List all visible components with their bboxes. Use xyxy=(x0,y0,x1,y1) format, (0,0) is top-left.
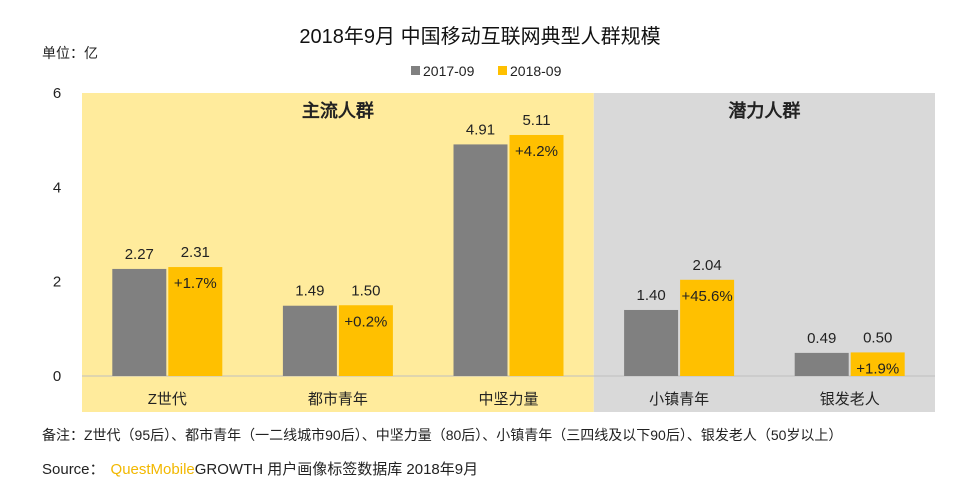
value-label-2-4: 2.04 xyxy=(692,257,721,274)
legend-label-1: 2017-09 xyxy=(423,63,475,79)
legend-swatch-2 xyxy=(498,66,507,75)
bar-2-2 xyxy=(338,305,393,376)
legend-label-2: 2018-09 xyxy=(510,63,562,79)
growth-label-1: +1.7% xyxy=(174,275,217,292)
y-tick-label-3: 4 xyxy=(53,179,61,196)
category-label-3: 中坚力量 xyxy=(478,391,538,408)
growth-label-3: +4.2% xyxy=(515,143,558,160)
bar-2-1 xyxy=(168,267,223,376)
source-rest: GROWTH 用户画像标签数据库 2018年9月 xyxy=(194,461,479,478)
bar-1-2 xyxy=(282,305,337,376)
bar-1-1 xyxy=(112,268,167,376)
value-label-2-1: 2.31 xyxy=(181,244,210,261)
group-label-1: 主流人群 xyxy=(302,100,374,121)
category-label-1: Z世代 xyxy=(148,391,187,408)
category-label-5: 银发老人 xyxy=(820,391,880,408)
footnote: 备注：Z世代（95后）、都市青年（一二线城市90后）、中坚力量（80后）、小镇青… xyxy=(42,427,843,443)
category-label-4: 小镇青年 xyxy=(649,391,709,408)
value-label-1-1: 2.27 xyxy=(125,246,154,263)
group-panel-1 xyxy=(82,93,594,412)
growth-label-2: +0.2% xyxy=(344,313,387,330)
y-tick-label-4: 6 xyxy=(53,85,61,102)
value-label-1-2: 1.49 xyxy=(295,283,324,300)
bar-2-4 xyxy=(680,279,735,376)
bar-1-3 xyxy=(453,144,508,376)
bar-2-5 xyxy=(850,352,905,376)
source-brand: QuestMobile xyxy=(110,461,195,478)
value-label-1-5: 0.49 xyxy=(807,330,836,347)
value-label-2-2: 1.50 xyxy=(351,282,380,299)
bar-1-5 xyxy=(794,352,849,376)
category-label-2: 都市青年 xyxy=(308,391,368,408)
value-label-2-3: 5.11 xyxy=(522,112,550,129)
growth-label-5: +1.9% xyxy=(856,360,899,377)
bar-1-4 xyxy=(624,309,679,376)
y-tick-label-2: 2 xyxy=(53,274,61,291)
legend-swatch-1 xyxy=(411,66,420,75)
chart-title: 2018年9月 中国移动互联网典型人群规模 xyxy=(299,25,660,48)
value-label-1-4: 1.40 xyxy=(636,287,665,304)
y-tick-label-1: 0 xyxy=(53,368,61,385)
value-label-2-5: 0.50 xyxy=(863,329,892,346)
bar-2-3 xyxy=(509,134,564,376)
growth-label-4: +45.6% xyxy=(681,288,732,305)
source-prefix: Source： xyxy=(42,461,105,478)
value-label-1-3: 4.91 xyxy=(466,121,495,138)
group-label-2: 潜力人群 xyxy=(728,100,800,121)
unit-label: 单位：亿 xyxy=(42,45,98,61)
source-line: Source： QuestMobileGROWTH 用户画像标签数据库 2018年… xyxy=(42,458,478,479)
